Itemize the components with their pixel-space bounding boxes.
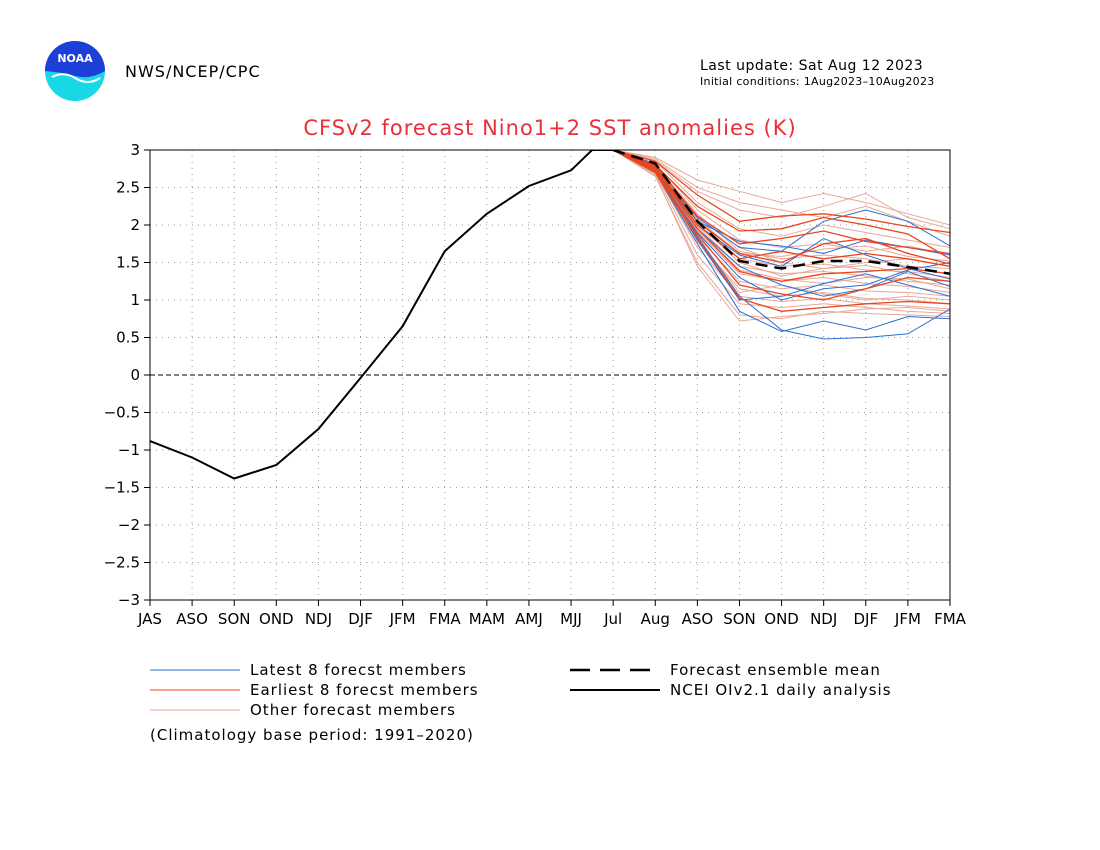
x-tick-label: SON bbox=[218, 610, 251, 628]
x-tick-label: FMA bbox=[429, 610, 462, 628]
y-tick-label: −1 bbox=[118, 441, 140, 459]
x-tick-label: OND bbox=[764, 610, 799, 628]
x-tick-label: MAM bbox=[469, 610, 505, 628]
x-tick-label: FMA bbox=[934, 610, 967, 628]
x-tick-label: ASO bbox=[176, 610, 208, 628]
series-line-earliest-member bbox=[612, 150, 950, 260]
series-line-other-member bbox=[613, 150, 950, 230]
series-line-earliest-member bbox=[612, 150, 950, 312]
y-tick-label: 0 bbox=[130, 366, 140, 384]
x-tick-label: JAS bbox=[137, 610, 162, 628]
series-line-earliest-member bbox=[612, 150, 950, 301]
series-line-latest-member bbox=[612, 150, 950, 333]
x-tick-label: MJJ bbox=[560, 610, 582, 628]
series-line-earliest-member bbox=[612, 150, 950, 282]
y-tick-label: −2 bbox=[118, 516, 140, 534]
agency-label: NWS/NCEP/CPC bbox=[125, 62, 261, 81]
x-tick-label: DJF bbox=[348, 610, 373, 628]
series-line-other-member bbox=[612, 150, 950, 310]
x-tick-label: NDJ bbox=[305, 610, 332, 628]
x-tick-label: AMJ bbox=[515, 610, 543, 628]
legend-label-latest: Latest 8 forecst members bbox=[250, 661, 467, 679]
y-tick-label: 0.5 bbox=[116, 329, 140, 347]
x-tick-label: NDJ bbox=[810, 610, 837, 628]
y-tick-label: −1.5 bbox=[104, 479, 140, 497]
logo-text: NOAA bbox=[57, 52, 93, 65]
x-tick-label: Aug bbox=[641, 610, 670, 628]
legend-label-other: Other forecast members bbox=[250, 701, 456, 719]
x-tick-label: Jul bbox=[603, 610, 622, 628]
y-tick-label: −0.5 bbox=[104, 404, 140, 422]
series-line-analysis bbox=[150, 150, 614, 480]
series-line-earliest-member bbox=[612, 150, 950, 267]
series-line-earliest-member bbox=[613, 150, 950, 234]
y-tick-label: 3 bbox=[130, 141, 140, 159]
y-tick-label: −2.5 bbox=[104, 554, 140, 572]
x-tick-label: DJF bbox=[853, 610, 878, 628]
series-line-other-member bbox=[613, 150, 950, 248]
x-tick-label: SON bbox=[723, 610, 756, 628]
x-tick-label: ASO bbox=[682, 610, 714, 628]
initial-conditions: Initial conditions: 1Aug2023–10Aug2023 bbox=[700, 75, 935, 88]
y-tick-label: 1 bbox=[130, 291, 140, 309]
series-line-other-member bbox=[613, 150, 950, 237]
series-line-ensemble-mean bbox=[612, 150, 950, 276]
series-line-earliest-member bbox=[612, 150, 950, 255]
series-line-earliest-member bbox=[612, 150, 950, 265]
y-tick-label: −3 bbox=[118, 591, 140, 609]
series-line-other-member bbox=[612, 150, 950, 322]
noaa-logo: NOAA bbox=[45, 41, 105, 101]
legend-label-analysis: NCEI OIv2.1 daily analysis bbox=[670, 681, 892, 699]
x-tick-label: OND bbox=[259, 610, 294, 628]
x-tick-label: JFM bbox=[389, 610, 416, 628]
x-tick-label: JFM bbox=[894, 610, 921, 628]
series-line-latest-member bbox=[613, 150, 950, 297]
y-tick-label: 2 bbox=[130, 216, 140, 234]
legend-label-mean: Forecast ensemble mean bbox=[670, 661, 881, 679]
series-line-other-member bbox=[612, 150, 950, 297]
series-line-other-member bbox=[612, 150, 950, 314]
y-tick-label: 2.5 bbox=[116, 179, 140, 197]
last-update: Last update: Sat Aug 12 2023 bbox=[700, 58, 924, 74]
chart-title: CFSv2 forecast Nino1+2 SST anomalies (K) bbox=[303, 116, 797, 140]
y-tick-label: 1.5 bbox=[116, 254, 140, 272]
climatology-note: (Climatology base period: 1991–2020) bbox=[150, 726, 474, 744]
legend-label-earliest: Earliest 8 forecst members bbox=[250, 681, 479, 699]
